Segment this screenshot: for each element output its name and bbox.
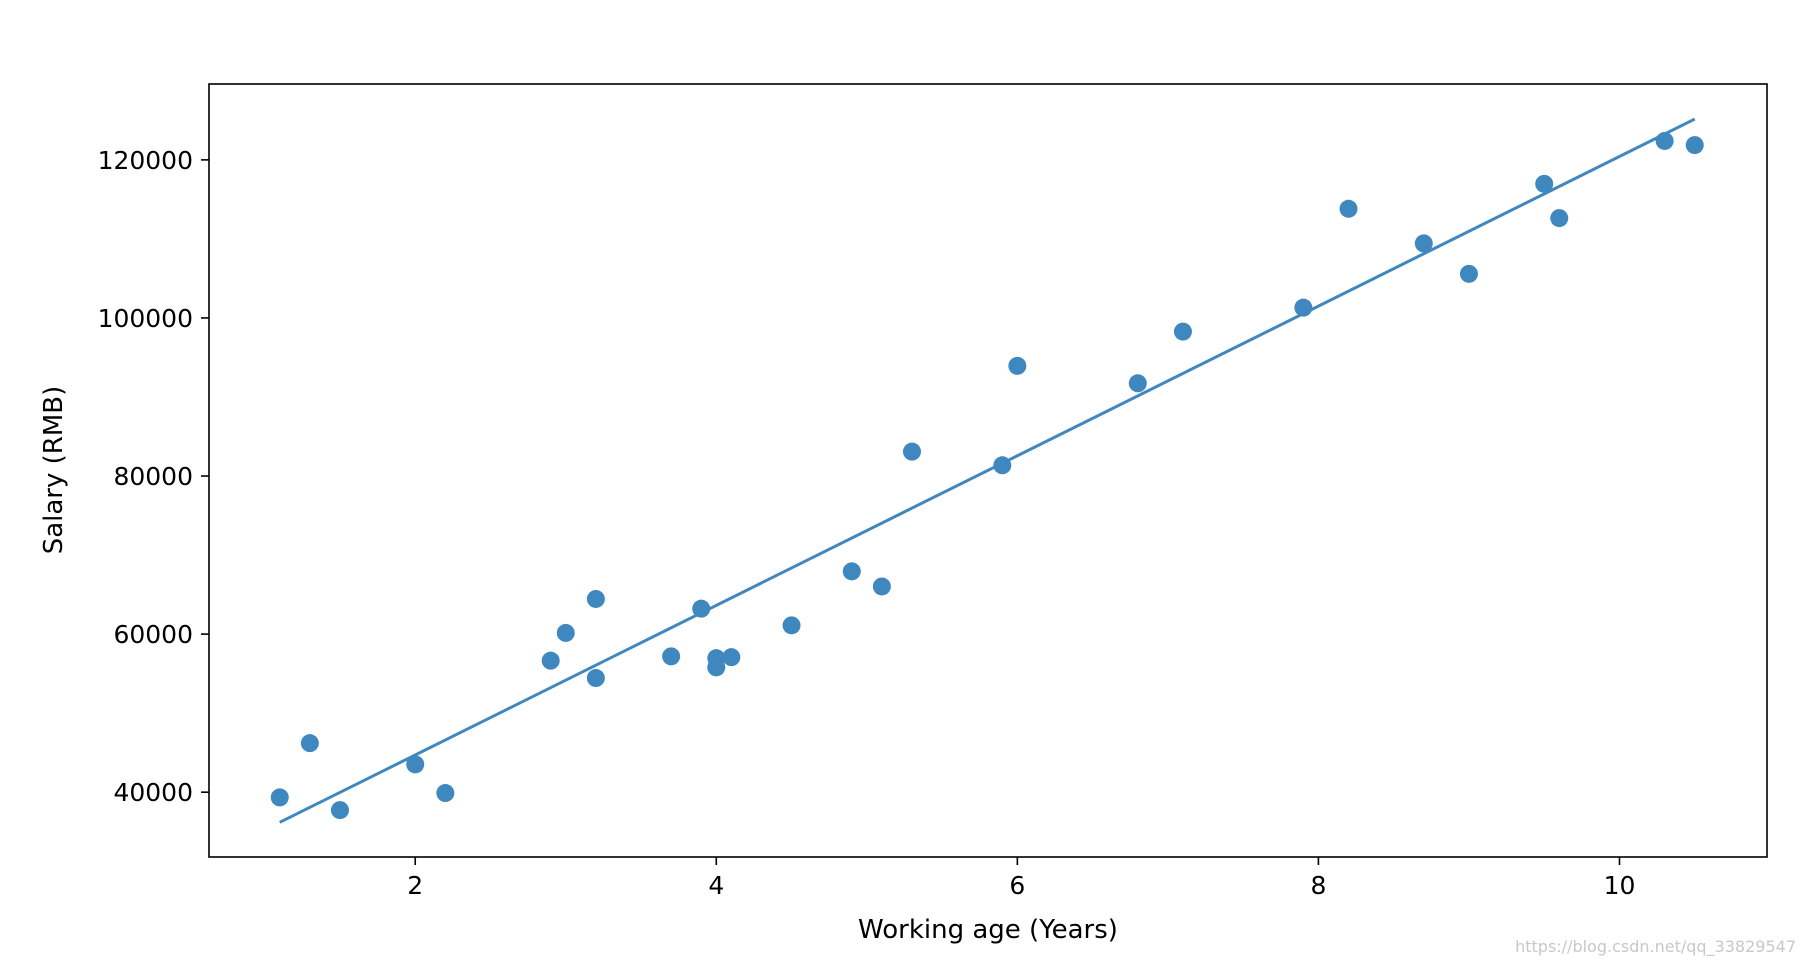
data-point bbox=[1339, 199, 1358, 218]
data-point bbox=[436, 784, 455, 803]
data-point bbox=[1655, 131, 1674, 150]
data-point bbox=[692, 599, 711, 618]
data-point bbox=[1173, 322, 1192, 341]
data-point bbox=[872, 577, 891, 596]
data-point bbox=[902, 442, 921, 461]
data-point bbox=[1414, 234, 1433, 253]
y-axis-label: Salary (RMB) bbox=[39, 386, 69, 555]
regression-line bbox=[279, 117, 1696, 824]
x-axis-label: Working age (Years) bbox=[858, 915, 1118, 945]
y-tick-label: 100000 bbox=[98, 304, 193, 333]
y-tick-label: 120000 bbox=[98, 146, 193, 175]
data-point bbox=[782, 616, 801, 635]
data-point bbox=[1550, 209, 1569, 228]
plot-frame bbox=[208, 83, 1768, 858]
data-point bbox=[662, 647, 681, 666]
y-tick-label: 60000 bbox=[113, 620, 193, 649]
data-point bbox=[1294, 298, 1313, 317]
data-point bbox=[707, 649, 726, 668]
data-point bbox=[1008, 356, 1027, 375]
x-tick-label: 2 bbox=[407, 871, 423, 900]
data-point bbox=[541, 651, 560, 670]
data-point bbox=[406, 755, 425, 774]
data-point bbox=[1128, 374, 1147, 393]
y-axis: 40000 60000 80000 100000 120000 bbox=[98, 146, 209, 807]
data-point bbox=[1685, 136, 1704, 155]
regression-line-group bbox=[279, 117, 1696, 824]
scatter-points bbox=[270, 131, 1704, 820]
data-point bbox=[586, 589, 605, 608]
x-tick-label: 6 bbox=[1009, 871, 1025, 900]
data-point bbox=[722, 648, 741, 667]
x-axis: 2 4 6 8 10 bbox=[407, 857, 1635, 900]
y-tick-label: 40000 bbox=[113, 778, 193, 807]
data-point bbox=[300, 734, 319, 753]
data-point bbox=[1535, 174, 1554, 193]
data-point bbox=[270, 788, 289, 807]
data-point bbox=[993, 456, 1012, 475]
data-point bbox=[586, 669, 605, 688]
data-point bbox=[842, 562, 861, 581]
x-tick-label: 8 bbox=[1310, 871, 1326, 900]
data-point bbox=[1459, 264, 1478, 283]
y-tick-label: 80000 bbox=[113, 462, 193, 491]
x-tick-label: 4 bbox=[708, 871, 724, 900]
watermark-text: https://blog.csdn.net/qq_33829547 bbox=[1515, 937, 1796, 957]
data-point bbox=[330, 801, 349, 820]
data-point bbox=[556, 623, 575, 642]
x-tick-label: 10 bbox=[1604, 871, 1636, 900]
